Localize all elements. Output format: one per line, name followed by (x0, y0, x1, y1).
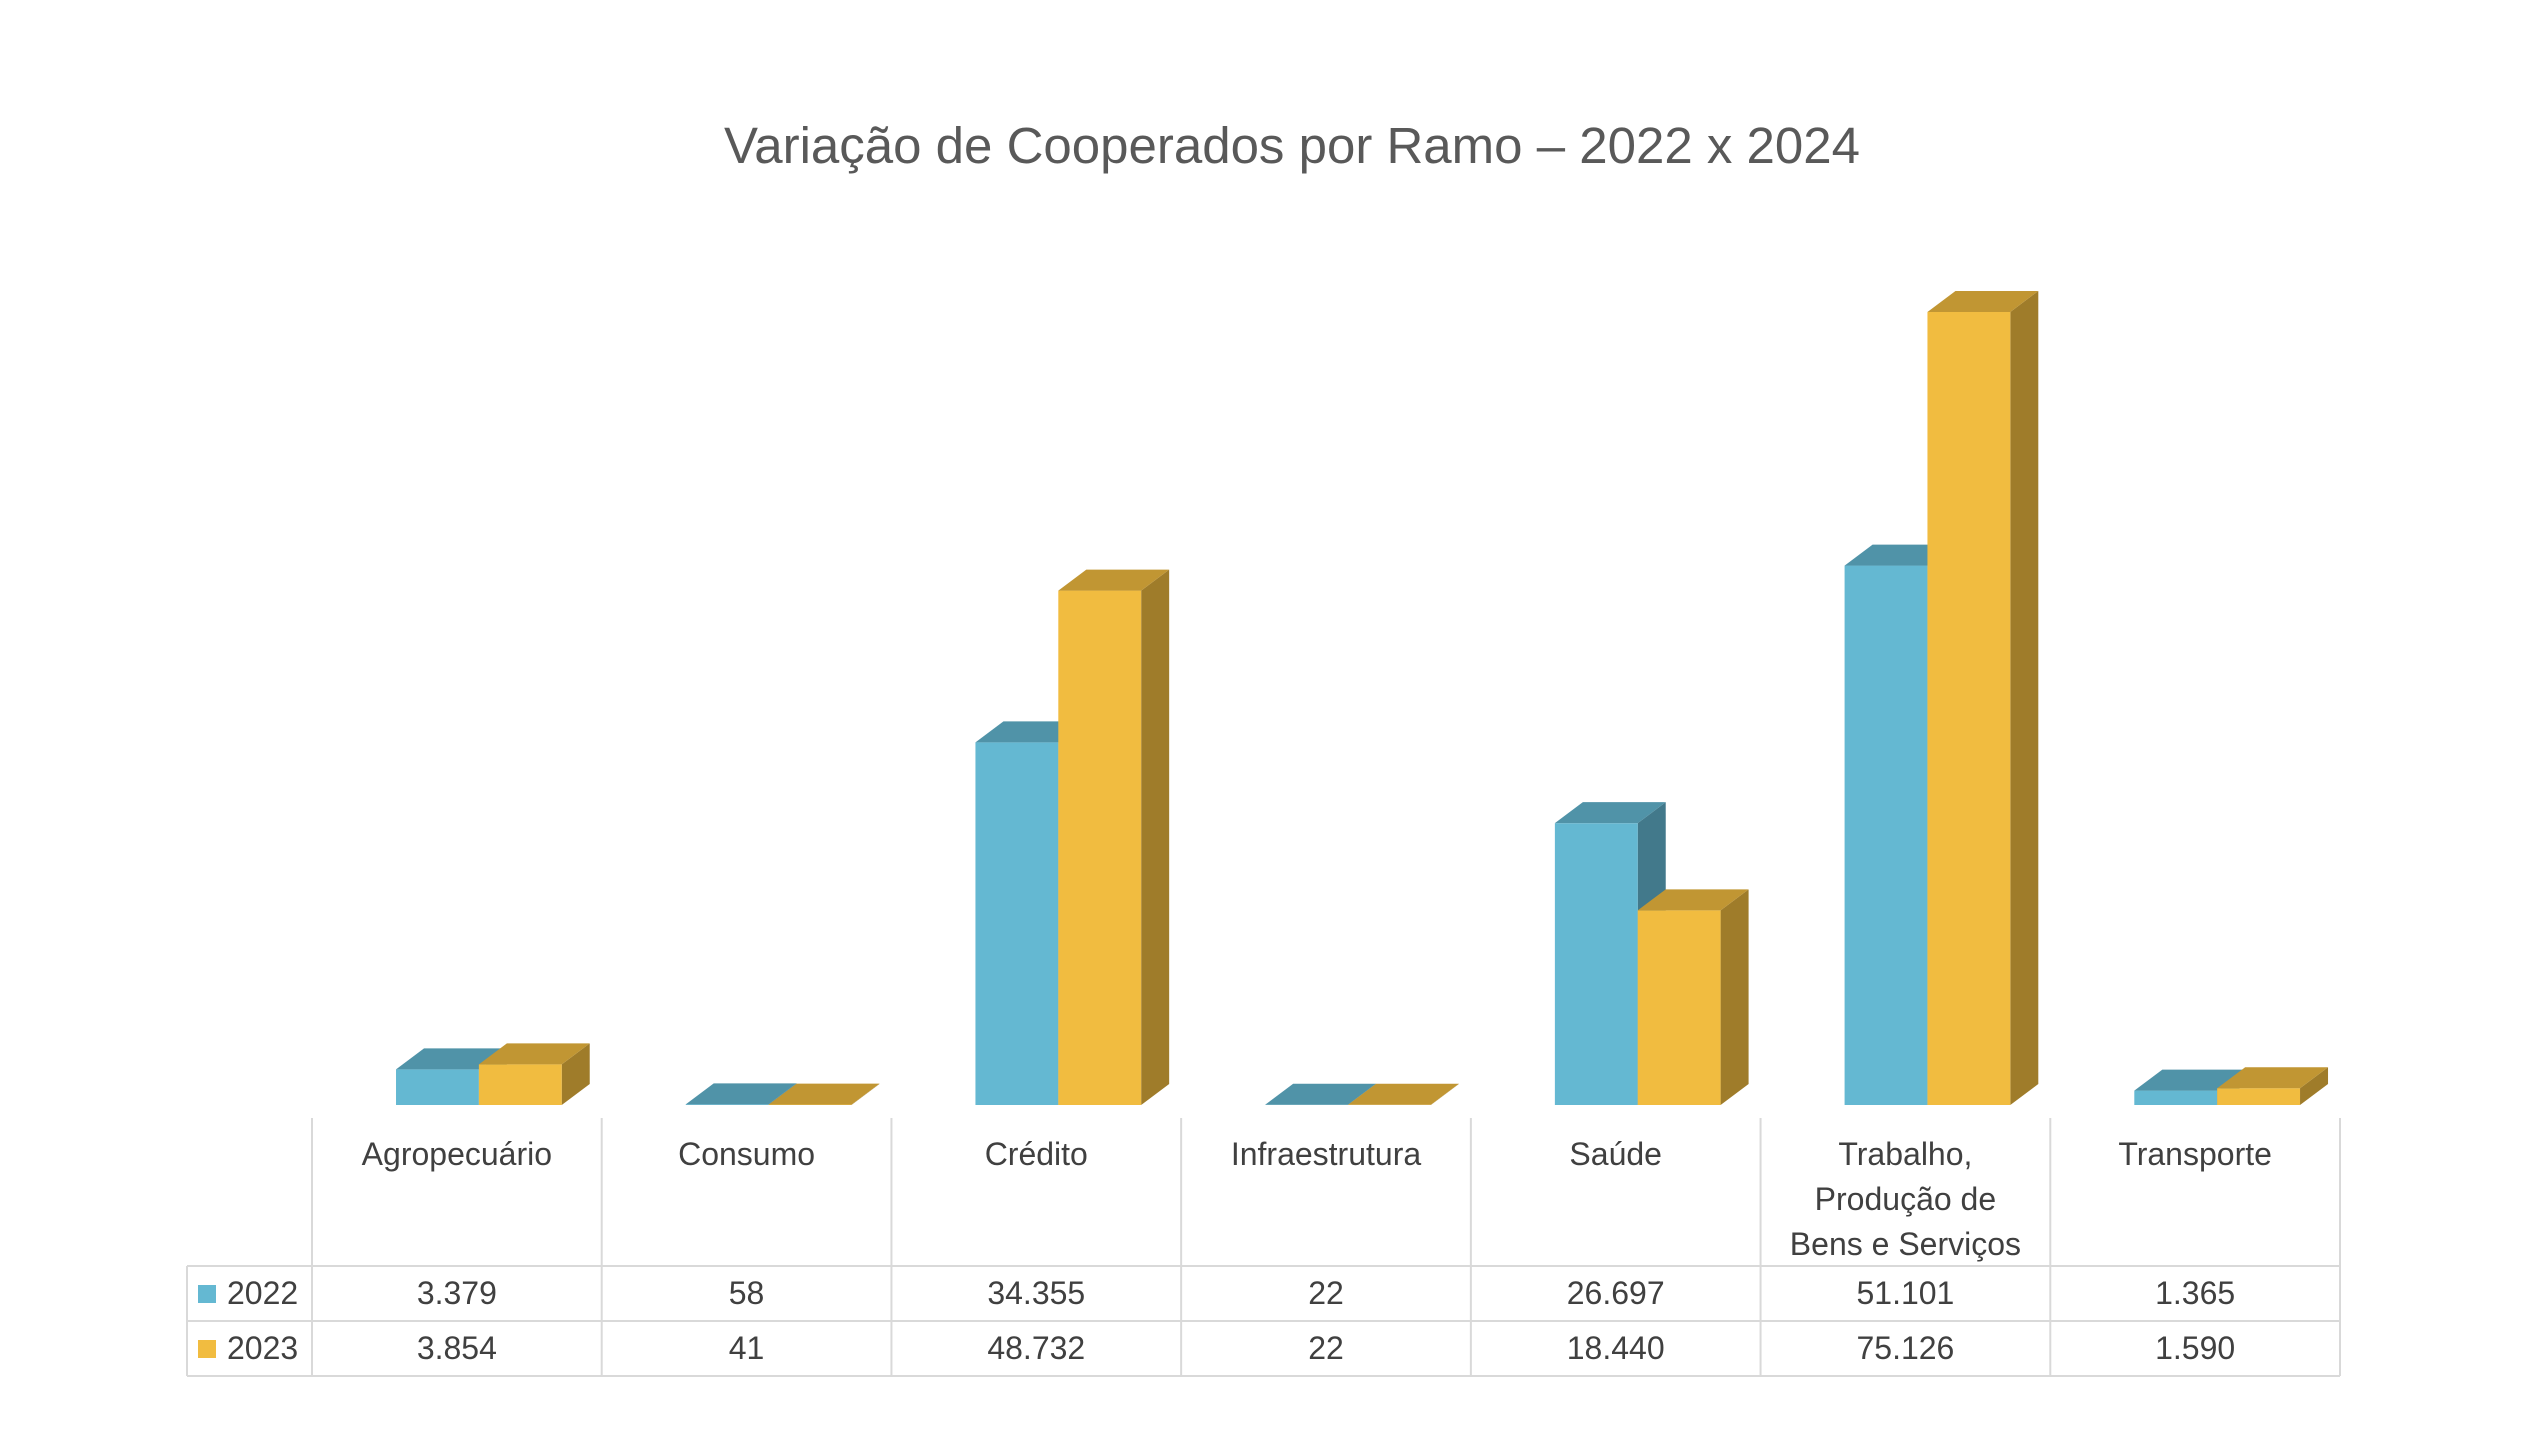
bar-series-group (396, 290, 2329, 1105)
data-table-value: 26.697 (1566, 1275, 1665, 1311)
bar-top-face (768, 1083, 880, 1105)
bar-top-face (1348, 1083, 1459, 1105)
legend-swatch (198, 1284, 216, 1303)
category-cell: Consumo (602, 1118, 892, 1266)
bar-front-face (1554, 823, 1638, 1105)
data-table-value: 51.101 (1856, 1275, 1955, 1311)
bar-top-face (1554, 802, 1666, 824)
bar-top-face (1637, 889, 1749, 911)
data-table-grid (186, 1118, 2341, 1377)
bar-top-face (478, 1043, 590, 1065)
bar-2023-transporte (2217, 1067, 2329, 1105)
bar-side-face (1720, 889, 1749, 1105)
bar-side-face (1141, 569, 1170, 1105)
category-cell: Transporte (2050, 1118, 2340, 1266)
category-label: Infraestrutura (1230, 1136, 1422, 1172)
bar-side-face (2300, 1067, 2329, 1105)
category-label: Trabalho, Produção de Bens e Serviços (1789, 1136, 2022, 1262)
legend-label: 2022 (227, 1275, 299, 1311)
category-cell: Saúde (1471, 1118, 1761, 1266)
bar-front-face (396, 1069, 479, 1105)
data-table-value: 3.854 (416, 1330, 497, 1366)
category-label: Consumo (678, 1136, 816, 1172)
category-cell: Infraestrutura (1181, 1118, 1471, 1266)
category-label: Transporte (2118, 1136, 2272, 1172)
bar-front-face (685, 1104, 769, 1105)
bar-front-face (478, 1064, 562, 1105)
legend-key-2023: 2023 (187, 1321, 312, 1376)
data-table-value: 34.355 (987, 1275, 1086, 1311)
bar-2023-credito (1058, 569, 1170, 1105)
bar-front-face (975, 742, 1059, 1105)
category-label: Saúde (1569, 1136, 1662, 1172)
data-table-value: 18.440 (1566, 1330, 1665, 1366)
bar-top-face (1927, 290, 2039, 312)
bar-front-face (1844, 565, 1928, 1105)
data-table-value: 3.379 (416, 1275, 497, 1311)
bar-2023-consumo (768, 1083, 880, 1105)
bar-front-face (2217, 1088, 2301, 1105)
data-table-value: 22 (1308, 1330, 1344, 1366)
bar-2023-trabalho-producao-de-bens-e-servicos (1927, 290, 2039, 1105)
bar-2023-infraestrutura (1348, 1083, 1459, 1105)
bar-top-face (396, 1048, 507, 1070)
bar-top-face (1058, 569, 1170, 591)
category-label: Agropecuário (361, 1136, 553, 1172)
bar-front-face (1637, 910, 1721, 1105)
bar-top-face (1265, 1083, 1377, 1105)
bar-side-face (2010, 290, 2039, 1105)
legend-key-2022: 2022 (187, 1266, 312, 1321)
bar-front-face (2134, 1090, 2218, 1105)
data-table-value: 75.126 (1856, 1330, 1955, 1366)
bar-front-face (1058, 590, 1142, 1105)
data-table-value: 1.590 (2155, 1330, 2236, 1366)
category-label: Crédito (984, 1136, 1088, 1172)
bar-2023-agropecuario (478, 1043, 590, 1105)
chart-title: Variação de Cooperados por Ramo – 2022 x… (724, 117, 1860, 174)
legend-swatch (198, 1339, 216, 1358)
bar-top-face (2134, 1069, 2246, 1091)
bar-top-face (685, 1083, 797, 1105)
data-table-value: 1.365 (2155, 1275, 2236, 1311)
bar-side-face (851, 1083, 880, 1105)
bar-2023-saude (1637, 889, 1749, 1105)
data-table-value: 58 (728, 1275, 765, 1311)
data-table-value: 48.732 (987, 1330, 1086, 1366)
legend-label: 2023 (227, 1330, 299, 1366)
bar-front-face (1927, 311, 2011, 1105)
bar-side-face (561, 1043, 590, 1105)
bar-top-face (2217, 1067, 2329, 1089)
data-table-value: 41 (728, 1330, 765, 1366)
category-cell: Trabalho, Produção de Bens e Serviços (1761, 1118, 2051, 1266)
category-cell: Agropecuário (312, 1118, 602, 1266)
bar-side-face (1430, 1083, 1459, 1105)
data-table-value: 22 (1308, 1275, 1344, 1311)
category-cell: Crédito (891, 1118, 1181, 1266)
